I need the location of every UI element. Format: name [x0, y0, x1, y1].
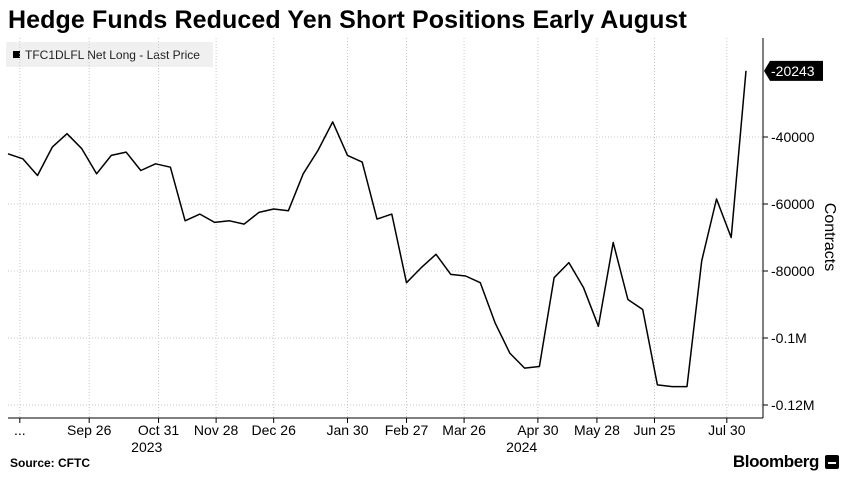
chart-title: Hedge Funds Reduced Yen Short Positions … [8, 6, 687, 34]
legend-label: TFC1DLFL Net Long - Last Price [25, 47, 200, 62]
x-tick-label: ... [14, 422, 26, 438]
x-tick-label: Dec 26 [252, 422, 297, 438]
source-note: Source: CFTC [10, 456, 91, 470]
y-tick-label: -0.1M [771, 330, 807, 346]
x-year-label: 2023 [131, 439, 162, 455]
legend: TFC1DLFL Net Long - Last Price [6, 42, 213, 67]
legend-swatch [13, 51, 20, 58]
x-tick-label: Sep 26 [67, 422, 112, 438]
x-tick-label: Mar 26 [442, 422, 486, 438]
last-value-label: -20243 [771, 63, 815, 79]
x-tick-label: Jan 30 [326, 422, 368, 438]
x-tick-label: May 28 [574, 422, 620, 438]
brand-logo-text: Bloomberg [732, 452, 820, 471]
y-axis-title: Contracts [821, 203, 838, 271]
x-year-label: 2024 [506, 439, 537, 455]
y-tick-label: -80000 [771, 263, 815, 279]
terminal-icon [825, 455, 839, 469]
y-tick-label: -40000 [771, 129, 815, 145]
y-tick-label: -0.12M [771, 397, 815, 413]
x-tick-label: Apr 30 [517, 422, 558, 438]
y-tick-label: -60000 [771, 196, 815, 212]
x-tick-label: Jun 25 [633, 422, 675, 438]
series-line [7, 70, 747, 388]
x-tick-label: Feb 27 [385, 422, 429, 438]
x-tick-label: Nov 28 [194, 422, 239, 438]
last-value-badge [764, 60, 823, 81]
x-tick-label: Jul 30 [708, 422, 746, 438]
x-tick-label: Oct 31 [138, 422, 179, 438]
